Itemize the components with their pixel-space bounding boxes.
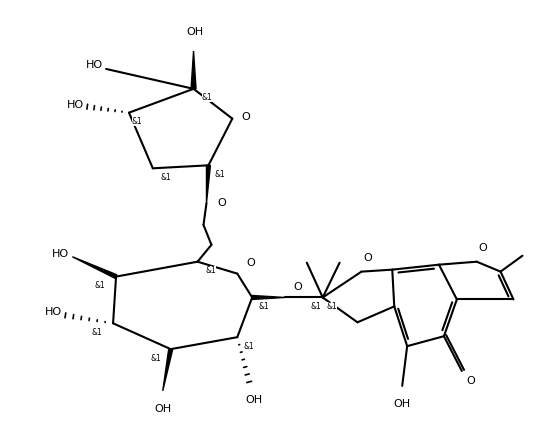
- Text: OH: OH: [393, 399, 411, 409]
- Polygon shape: [73, 257, 117, 278]
- Text: &1: &1: [311, 302, 321, 311]
- Text: HO: HO: [52, 249, 69, 259]
- Text: &1: &1: [201, 93, 212, 102]
- Text: &1: &1: [205, 266, 217, 275]
- Text: O: O: [246, 258, 255, 267]
- Text: &1: &1: [151, 353, 162, 362]
- Text: O: O: [293, 282, 302, 292]
- Polygon shape: [191, 51, 196, 89]
- Polygon shape: [252, 295, 285, 299]
- Text: &1: &1: [132, 117, 143, 126]
- Polygon shape: [163, 349, 172, 391]
- Polygon shape: [206, 165, 210, 203]
- Text: OH: OH: [186, 27, 203, 37]
- Text: &1: &1: [214, 170, 225, 179]
- Text: &1: &1: [91, 328, 102, 337]
- Text: &1: &1: [258, 302, 269, 311]
- Text: O: O: [479, 243, 488, 253]
- Text: &1: &1: [326, 302, 338, 311]
- Text: &1: &1: [94, 281, 105, 290]
- Text: &1: &1: [161, 173, 171, 182]
- Text: OH: OH: [246, 395, 263, 405]
- Text: O: O: [363, 253, 372, 263]
- Text: HO: HO: [45, 307, 62, 317]
- Text: &1: &1: [243, 342, 254, 350]
- Text: O: O: [218, 198, 226, 208]
- Text: OH: OH: [154, 404, 171, 414]
- Text: HO: HO: [86, 60, 103, 70]
- Text: O: O: [241, 112, 250, 122]
- Text: O: O: [467, 376, 475, 386]
- Text: HO: HO: [67, 100, 84, 110]
